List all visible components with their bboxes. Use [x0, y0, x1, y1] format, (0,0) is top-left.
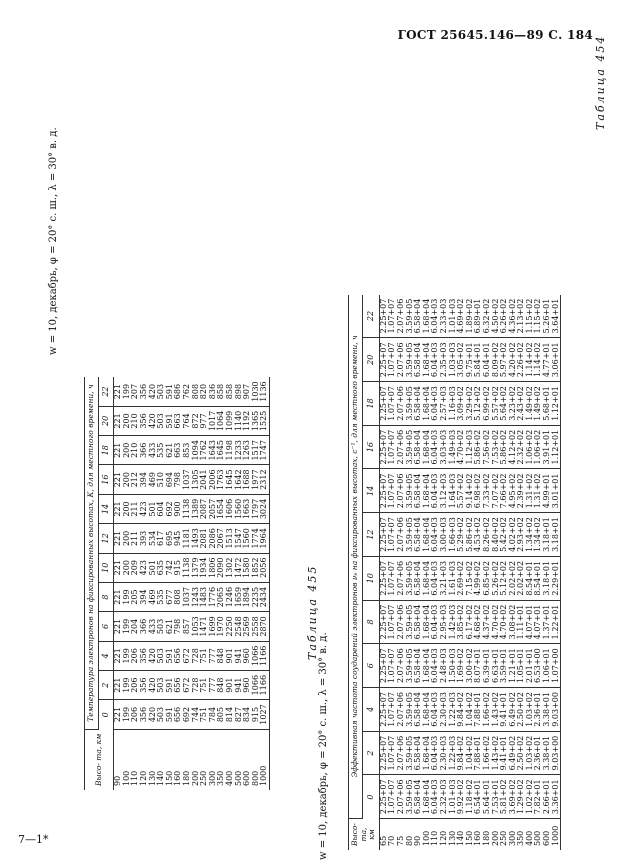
table-row: 90 221 221 221 221 221 221 221 221 221 221 221 221: [113, 377, 123, 790]
column-header: 18: [98, 435, 114, 465]
value-cell: 1525: [259, 406, 270, 436]
value-cell: 9.03+00: [551, 687, 561, 732]
value-cell: 1136: [259, 377, 270, 407]
column-header: 14: [362, 469, 380, 513]
value-cell: 2870: [259, 611, 270, 642]
value-cell: 1.07+00: [551, 643, 561, 688]
table-row: 140 503 503 503 503 535 635 617 604 510 535 503 503: [156, 377, 166, 790]
column-header: 18: [362, 381, 380, 426]
column-header: 20: [98, 406, 114, 436]
column-header: 20: [362, 337, 380, 382]
table-455-title: w = 10, декабрь, φ = 20° с. ш., λ = 30° …: [318, 632, 329, 860]
value-cell: 1027: [259, 699, 270, 730]
table-row: 150 591 591 591 621 677 742 695 692 694 621 591 591: [165, 377, 175, 790]
value-cell: 1747: [259, 435, 270, 465]
column-header: 22: [98, 377, 114, 407]
value-cell: 3.36+01: [551, 774, 561, 819]
table-454-subtitle: Температура электронов на фиксированных …: [84, 377, 99, 730]
table-455-alt-header: Высо- та, км: [348, 818, 380, 850]
table-454-title: w = 10, декабрь, φ = 20° с. ш., λ = 30° …: [48, 127, 59, 355]
table-454-grid: Высо- та, км Температура электронов на фи…: [84, 377, 270, 790]
table-454: Высо- та, км Температура электронов на фи…: [84, 377, 270, 790]
column-header: 10: [362, 556, 380, 601]
table-454-alt-header: Высо- та, км: [84, 729, 114, 790]
column-header: 14: [98, 494, 114, 524]
value-cell: 1.22+01: [551, 600, 561, 644]
column-header: 22: [362, 294, 380, 338]
table-row: 160 656 656 656 798 808 915 945 900 798 663 663 686: [173, 377, 183, 790]
column-header: 12: [98, 523, 114, 554]
value-cell: 1166: [259, 670, 270, 700]
value-cell: 3.64+01: [551, 294, 561, 338]
table-455-grid: Высо- та, км Эффективная частота соударен…: [348, 294, 561, 850]
value-cell: 3.01+01: [551, 469, 561, 513]
column-header: 6: [98, 611, 114, 642]
table-row: 1000 3.36+01 9.03+00 9.03+00 1.07+00 1.22+01 2…: [551, 294, 561, 850]
column-header: 16: [362, 425, 380, 469]
page-footer: 7—1*: [18, 833, 49, 846]
table-row: 110 206 206 206 204 205 209 211 211 212 210 210 207: [130, 377, 140, 790]
column-header: 4: [362, 687, 380, 732]
value-cell: 2.29+01: [551, 556, 561, 601]
table-row: 130 420 420 420 433 469 501 534 501 469 433 420 420: [148, 377, 158, 790]
column-header: 2: [362, 731, 380, 775]
column-header: 10: [98, 553, 114, 583]
table-455-subtitle: Эффективная частота соударений электроно…: [348, 294, 363, 819]
column-header: 16: [98, 464, 114, 495]
table-row: 1000 1027 1166 1166 2870 2434 2056 1964 3024 2312…: [259, 377, 270, 790]
column-header: 0: [98, 699, 114, 730]
altitude-cell: 1000: [259, 729, 270, 790]
column-header: 4: [98, 641, 114, 671]
value-cell: 2056: [259, 553, 270, 583]
column-header: 6: [362, 643, 380, 688]
value-cell: 1964: [259, 523, 270, 554]
value-cell: 3.06+01: [551, 337, 561, 382]
table-row: 100 199 199 199 199 199 200 200 200 200 200 200 199: [122, 377, 132, 790]
value-cell: 3024: [259, 494, 270, 524]
value-cell: 3.18+01: [551, 512, 561, 557]
page-header: ГОСТ 25645.146—89 С. 184: [397, 28, 593, 42]
value-cell: 2434: [259, 582, 270, 612]
value-cell: 1.12+01: [551, 381, 561, 426]
column-header: 8: [362, 600, 380, 644]
altitude-cell: 1000: [551, 818, 561, 850]
value-cell: 1166: [259, 641, 270, 671]
column-header: 2: [98, 670, 114, 700]
column-header: 8: [98, 582, 114, 612]
table-455: Высо- та, км Эффективная частота соударен…: [348, 294, 561, 850]
value-cell: 1.12+01: [551, 425, 561, 469]
value-cell: 9.03+00: [551, 731, 561, 775]
column-header: 0: [362, 774, 380, 819]
table-row: 120 356 356 356 366 394 423 393 423 394 366 356 356: [139, 377, 149, 790]
value-cell: 2312: [259, 464, 270, 495]
table-454-label: Таблица 454: [594, 34, 607, 130]
column-header: 12: [362, 512, 380, 557]
